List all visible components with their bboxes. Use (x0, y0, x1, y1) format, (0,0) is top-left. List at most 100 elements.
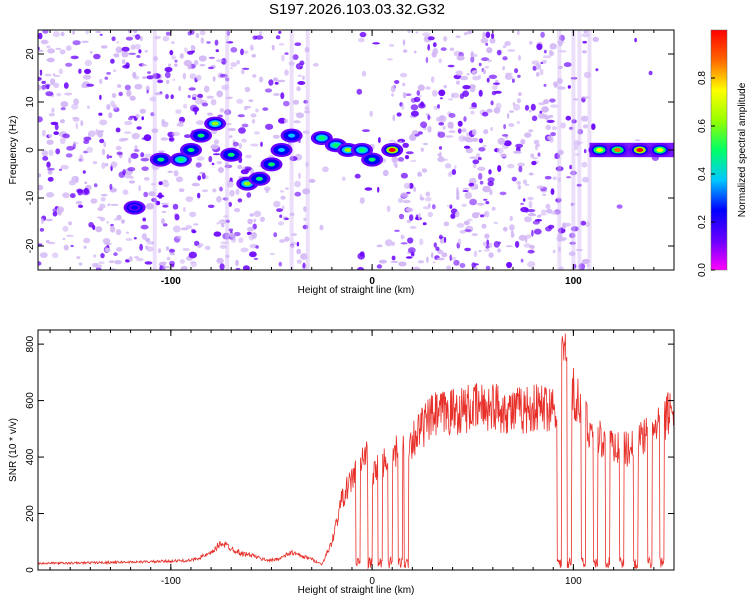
spectrogram-speckle (478, 172, 483, 180)
spectrogram-speckle (98, 78, 103, 84)
spectrogram-speckle (563, 222, 571, 227)
spectrogram-speckle (304, 110, 311, 114)
spectrogram-speckle (174, 59, 178, 63)
spectrogram-speckle (253, 218, 257, 223)
spectrogram-speckle (294, 191, 302, 197)
spectrogram-speckle (567, 85, 571, 89)
spectrogram-speckle (535, 143, 541, 147)
spectrogram-speckle (566, 176, 571, 179)
spectrogram-speckle (582, 124, 589, 129)
spectrogram-speckle (200, 37, 205, 44)
spectrogram-speckle (569, 241, 576, 245)
spectrogram-speckle (386, 205, 391, 213)
spectrogram-speckle (584, 221, 591, 228)
spectrogram-speckle (229, 177, 233, 181)
spectrogram-speckle (509, 224, 515, 231)
spectrogram-speckle (141, 166, 149, 171)
spectrogram-speckle (110, 58, 115, 64)
spectrogram-speckle (76, 256, 81, 260)
spectrogram-speckle (195, 162, 202, 168)
spectrogram-speckle (50, 121, 59, 126)
spectrogram-speckle (80, 83, 88, 89)
spectrogram-speckle (390, 85, 396, 93)
spectrogram-speckle (488, 252, 494, 258)
spectrogram-speckle (136, 55, 141, 58)
spectrogram-speckle (142, 76, 147, 80)
spectrogram-speckle (495, 102, 502, 110)
spectrogram-speckle (62, 192, 70, 199)
spectrogram-speckle (444, 163, 452, 169)
spectrogram-speckle (255, 108, 259, 113)
spectrogram-speckle (183, 206, 186, 212)
colorbar-tick-label: 0.0 (697, 263, 708, 277)
spectrogram-speckle (148, 191, 156, 197)
spectrogram-speckle (246, 192, 252, 198)
spectrogram-speckle (168, 136, 175, 142)
spectrogram-speckle (216, 90, 224, 98)
spectrogram-speckle (493, 221, 499, 225)
spectrogram-speckle (591, 123, 596, 130)
spectrogram-speckle (530, 103, 536, 111)
spectrogram-speckle (285, 187, 289, 190)
spectrogram-speckle (83, 136, 92, 141)
spectrogram-speckle (502, 226, 508, 232)
spectrogram-speckle (85, 30, 89, 35)
spectrogram-speckle (158, 181, 163, 186)
spectrogram-speckle (128, 157, 132, 164)
spectrogram-speckle (443, 84, 448, 89)
spectrogram-speckle (48, 134, 53, 138)
spectrogram-speckle (439, 238, 445, 244)
spectrogram-speckle (90, 198, 98, 204)
spectrogram-speckle (406, 191, 411, 194)
spectrogram-speckle (104, 242, 112, 246)
spectrogram-speckle (47, 57, 55, 63)
spectrogram-speckle (281, 205, 285, 211)
spectrogram-speckle (525, 234, 532, 239)
spectrogram-speckle (278, 261, 283, 267)
spectrogram-speckle (437, 153, 441, 157)
spectrogram-speckle (488, 74, 498, 80)
spectrogram-speckle (369, 110, 373, 117)
spectrogram-speckle (176, 122, 184, 127)
spectrogram-speckle (422, 32, 431, 37)
spectrogram-speckle (415, 214, 419, 220)
spectrogram-speckle (63, 82, 69, 89)
spectrogram-speckle (583, 30, 589, 34)
spectrogram-speckle (425, 191, 431, 197)
spectrogram-speckle (251, 232, 257, 239)
spectrogram-speckle (291, 233, 298, 236)
spectrogram-speckle (206, 95, 214, 99)
spectrogram-speckle (179, 53, 184, 59)
spectrogram-speckle (450, 256, 457, 261)
spectrogram-speckle (488, 169, 492, 175)
spectrogram-speckle (481, 57, 490, 62)
spectrogram-speckle (83, 237, 91, 244)
x-tick-label: -100 (161, 576, 181, 587)
spectrogram-speckle (409, 214, 414, 222)
spectrogram-speckle (273, 93, 280, 96)
spectrogram-speckle (407, 247, 416, 254)
y-tick-label: 400 (25, 448, 36, 465)
spectrogram-speckle (447, 121, 454, 129)
spectrogram-speckle (189, 211, 197, 218)
spectrogram-speckle (104, 162, 109, 167)
spectrogram-speckle (433, 242, 437, 248)
spectrogram-speckle (212, 76, 216, 82)
spectrogram-speckle (443, 221, 450, 227)
colorbar-ticks: 0.0 0.2 0.4 0.6 0.8 (697, 71, 715, 277)
spectrogram-speckle (595, 68, 599, 72)
spectrogram-speckle (518, 92, 522, 96)
spectrogram-speckle (485, 201, 490, 205)
spectrogram-speckle (199, 63, 206, 67)
y-tick-label: 0 (25, 147, 36, 153)
spectrogram-speckle (249, 251, 257, 258)
spectrogram-speckle (552, 176, 557, 181)
spectrogram-speckle (532, 220, 540, 225)
spectrogram-speckle (555, 166, 564, 172)
spectrogram-speckle (490, 127, 493, 131)
spectrogram-speckle (404, 155, 410, 160)
spectrogram-speckle (152, 73, 161, 79)
spectrogram-speckle (219, 108, 225, 113)
spectrogram-speckle (531, 60, 539, 65)
spectrogram-speckle (96, 130, 105, 133)
